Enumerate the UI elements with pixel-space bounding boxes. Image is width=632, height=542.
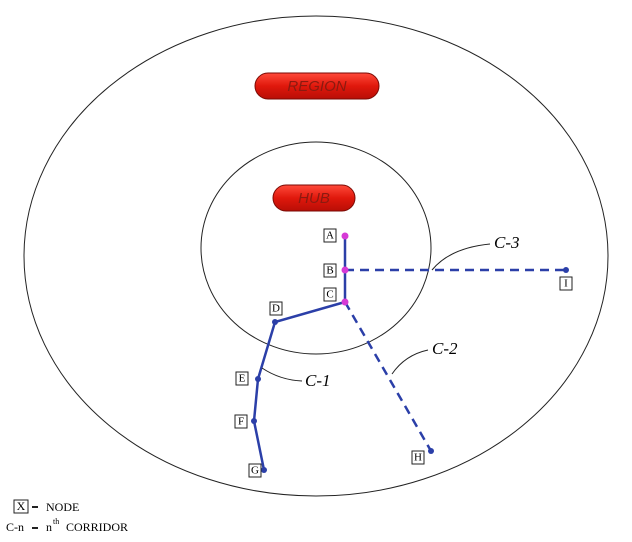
leader	[391, 349, 429, 375]
node-box	[323, 228, 337, 243]
node-box	[234, 414, 248, 429]
node-label: I	[564, 278, 568, 290]
node-dot	[428, 448, 434, 454]
node-dot	[251, 418, 257, 424]
node-dot	[261, 467, 267, 473]
corridor-1	[252, 300, 346, 471]
node-label: F	[238, 416, 244, 428]
corridor-label: C-3	[494, 233, 520, 252]
node-dots	[251, 232, 569, 473]
legend-dash	[32, 527, 38, 529]
hub-boundary	[200, 141, 432, 355]
node-box	[559, 276, 573, 291]
hub-pill	[272, 184, 356, 212]
corridor-2	[343, 301, 433, 452]
legend-symbol: X	[17, 499, 26, 513]
legend-sup: th	[53, 517, 59, 526]
node-label: E	[239, 373, 246, 385]
node-label: G	[251, 465, 259, 477]
legend-symbol: C-n	[6, 520, 24, 534]
legend-text: NODE	[46, 500, 79, 514]
legend-dash	[32, 506, 38, 508]
legend-box	[13, 499, 29, 514]
corridor-label: C-1	[305, 371, 331, 390]
node-boxes	[234, 228, 573, 478]
legend-text: CORRIDOR	[66, 520, 128, 534]
node-box	[411, 450, 425, 465]
node-label: H	[414, 452, 422, 464]
node-dot	[341, 266, 349, 274]
node-dot	[272, 319, 278, 325]
corridor-label: C-2	[432, 339, 458, 358]
node-dot	[563, 267, 569, 273]
node-box	[235, 371, 249, 386]
leaders	[261, 243, 491, 382]
node-label: A	[326, 230, 334, 242]
node-dot	[255, 376, 261, 382]
node-box	[323, 287, 337, 302]
legend: X NODE C-n n th CORRIDOR	[6, 499, 128, 534]
leader	[261, 367, 303, 382]
region-label: REGION	[287, 78, 346, 95]
region-boundary	[23, 15, 609, 497]
node-label: D	[272, 303, 280, 315]
region-pill	[254, 72, 380, 100]
node-label: B	[326, 265, 333, 277]
legend-text: n	[46, 520, 52, 534]
node-box	[248, 463, 262, 478]
hub-label: HUB	[298, 190, 330, 207]
node-label: C	[326, 289, 333, 301]
leader	[431, 243, 491, 271]
node-box	[323, 263, 337, 278]
node-box	[269, 301, 283, 316]
node-dot	[341, 298, 349, 306]
node-dot	[341, 232, 349, 240]
